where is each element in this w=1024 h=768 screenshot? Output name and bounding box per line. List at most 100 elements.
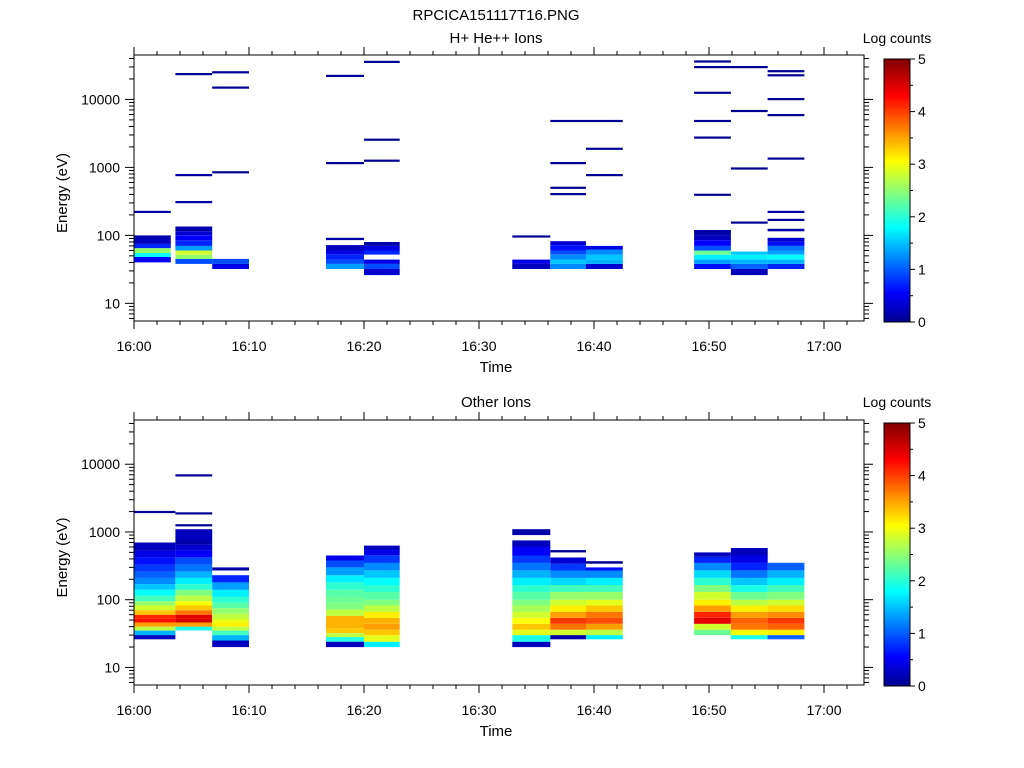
energy-bin-cell	[175, 589, 213, 596]
energy-bin-cell	[326, 245, 364, 251]
energy-bin-cell	[730, 254, 768, 260]
energy-bin-cell	[767, 157, 805, 160]
energy-bin-cell	[326, 622, 364, 629]
colorbar: Log counts 0 1 2 3 4 5	[863, 30, 932, 330]
energy-bin-cell	[694, 240, 731, 246]
energy-bin-cell	[175, 524, 213, 527]
energy-bin-cell	[175, 605, 213, 611]
x-tick-label: 16:10	[231, 338, 266, 354]
energy-bin-cell	[550, 611, 586, 618]
energy-bin-cell	[175, 512, 213, 515]
y-tick-label: 10	[104, 659, 120, 675]
colorbar-tick-label: 2	[918, 573, 926, 589]
energy-bin-cell	[694, 599, 731, 606]
energy-bin-cell	[175, 610, 213, 615]
energy-bin-cell	[767, 592, 805, 600]
energy-bin-cell	[134, 589, 176, 596]
energy-bin-cell	[212, 263, 249, 269]
energy-bin-cell	[175, 250, 213, 255]
energy-bin-cell	[175, 571, 213, 578]
energy-bin-cell	[326, 74, 364, 77]
energy-bin-cell	[212, 86, 249, 89]
x-tick-label: 16:30	[461, 338, 496, 354]
energy-bin-cell	[134, 614, 176, 619]
energy-bin-cell	[326, 641, 364, 648]
energy-bin-cell	[730, 109, 768, 113]
energy-bin-cell	[694, 259, 731, 264]
energy-bin-cell	[364, 605, 400, 612]
energy-bin-cell	[586, 585, 623, 592]
energy-bin-cell	[175, 550, 213, 558]
energy-bin-cell	[364, 623, 400, 630]
energy-bin-cell	[326, 250, 364, 255]
energy-bin-cell	[767, 635, 805, 640]
energy-bin-cell	[694, 136, 731, 139]
energy-bin-cell	[326, 609, 364, 616]
energy-bin-cell	[364, 549, 400, 556]
energy-bin-cell	[364, 635, 400, 642]
energy-bin-cell	[134, 577, 176, 585]
energy-bin-cell	[586, 561, 623, 564]
y-tick-label: 1000	[89, 524, 120, 540]
energy-bin-cell	[730, 617, 768, 624]
energy-bin-cell	[212, 575, 249, 583]
energy-bin-cell	[586, 635, 623, 640]
energy-bin-cell	[364, 599, 400, 606]
energy-bin-cell	[694, 235, 731, 241]
panel-title: Other Ions	[461, 394, 531, 411]
energy-bin-cell	[212, 582, 249, 590]
energy-bin-cell	[134, 253, 171, 257]
energy-bin-cell	[134, 238, 171, 244]
energy-bin-cell	[364, 259, 400, 264]
energy-bin-cell	[730, 611, 768, 618]
y-tick-label: 100	[97, 592, 121, 608]
energy-bin-cell	[364, 577, 400, 585]
x-tick-label: 16:40	[576, 702, 611, 718]
energy-bin-cell	[586, 611, 623, 618]
energy-bin-cell	[767, 617, 805, 624]
energy-bin-cell	[326, 237, 364, 241]
energy-bin-cell	[212, 567, 249, 571]
energy-bin-cell	[134, 210, 171, 213]
colorbar-tick-label: 4	[918, 104, 926, 120]
y-tick-label: 1000	[89, 159, 120, 175]
energy-bin-cell	[212, 640, 249, 648]
energy-bin-cell	[326, 628, 364, 634]
colorbar-tick-label: 0	[918, 314, 926, 330]
energy-bin-cell	[512, 235, 551, 238]
energy-bin-cell	[134, 248, 171, 253]
energy-bin-cell	[134, 635, 176, 640]
x-tick-label: 16:00	[116, 338, 151, 354]
energy-bin-cell	[694, 254, 731, 260]
energy-bin-cell	[694, 245, 731, 251]
energy-bin-cell	[767, 623, 805, 630]
energy-bin-cell	[767, 70, 805, 73]
energy-bin-cell	[175, 618, 213, 623]
energy-bin-cell	[694, 629, 731, 636]
energy-bin-cell	[212, 589, 249, 597]
energy-bin-cell	[550, 162, 586, 165]
energy-bin-cell	[512, 263, 551, 269]
energy-bin-cell	[730, 66, 768, 69]
energy-bin-cell	[550, 193, 586, 196]
energy-bin-cell	[767, 218, 805, 221]
energy-bin-cell	[586, 570, 623, 578]
energy-bin-cell	[767, 250, 805, 255]
energy-bin-cell	[212, 613, 249, 619]
spectrogram-cells	[134, 474, 805, 648]
energy-bin-cell	[326, 254, 364, 260]
x-tick-label: 16:50	[691, 338, 726, 354]
energy-bin-cell	[175, 245, 213, 251]
energy-bin-cell	[550, 119, 586, 123]
energy-bin-cell	[767, 114, 805, 117]
energy-bin-cell	[175, 226, 213, 232]
colorbar-gradient	[883, 58, 911, 323]
energy-bin-cell	[550, 254, 586, 260]
energy-bin-cell	[512, 562, 551, 571]
energy-bin-cell	[364, 159, 400, 162]
energy-bin-cell	[512, 570, 551, 578]
energy-bin-cell	[767, 562, 805, 571]
energy-bin-cell	[326, 162, 364, 165]
